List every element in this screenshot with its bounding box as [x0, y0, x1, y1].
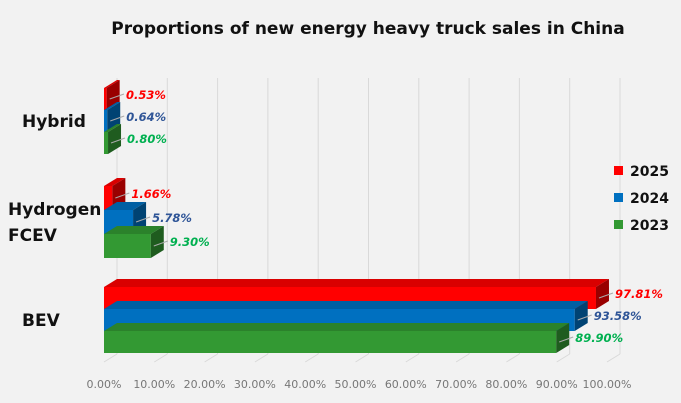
data-label: 93.58% [594, 309, 642, 323]
legend-label: 2023 [630, 218, 669, 234]
bar-side-face [574, 301, 588, 331]
data-label: 89.90% [575, 331, 623, 345]
legend-label: 2024 [630, 191, 669, 207]
bar-top-face [104, 226, 164, 234]
x-tick-label: 60.00% [385, 378, 427, 391]
bar-top-face [104, 301, 588, 309]
bar-2025 [104, 186, 113, 210]
legend-swatch-2023 [614, 220, 623, 229]
data-label: 9.30% [170, 235, 210, 249]
bar-2025 [104, 88, 107, 110]
bar-side-face [150, 226, 164, 258]
x-tick-label: 50.00% [335, 378, 377, 391]
bar-top-face [104, 102, 121, 110]
bar-2024 [104, 110, 108, 132]
x-tick-label: 70.00% [435, 378, 477, 391]
bar-side-face [108, 124, 122, 154]
x-tick-label: 10.00% [133, 378, 175, 391]
data-label: 1.66% [131, 187, 171, 201]
data-label: 5.78% [152, 211, 192, 225]
gridline-floor [355, 353, 369, 363]
chart-title: Proportions of new energy heavy truck sa… [111, 19, 624, 39]
leader-line [153, 240, 168, 247]
leader-line [559, 336, 574, 343]
category-label: Hydrogen [8, 200, 101, 220]
bar-top-face [104, 80, 120, 88]
bar-2023 [104, 234, 151, 258]
category-label: Hybrid [22, 112, 86, 132]
leader-line [109, 93, 125, 100]
legend-swatch-2024 [614, 193, 623, 202]
x-tick-label: 100.00% [583, 378, 632, 391]
gridline-floor [556, 353, 570, 363]
gridline-floor [103, 353, 118, 363]
leader-line [135, 216, 151, 223]
gridline-floor [254, 353, 269, 363]
bar-top-face [104, 279, 609, 287]
x-tick-label: 20.00% [184, 378, 226, 391]
x-tick-label: 0.00% [87, 378, 122, 391]
x-tick-label: 30.00% [234, 378, 276, 391]
bar-side-face [595, 279, 609, 309]
bar-top-face [104, 178, 126, 186]
leader-line [110, 115, 125, 122]
leader-line [110, 137, 126, 144]
leader-line [598, 292, 614, 299]
leader-line [115, 192, 130, 199]
gridline-floor [204, 353, 218, 363]
legend-label: 2025 [630, 164, 669, 180]
data-label: 0.53% [126, 88, 166, 102]
bar-2023 [104, 132, 109, 154]
x-tick-label: 90.00% [536, 378, 578, 391]
bar-top-face [104, 124, 122, 132]
data-label: 0.80% [127, 132, 167, 146]
gridline-floor [154, 353, 168, 363]
bar-top-face [104, 202, 147, 210]
gridline-floor [606, 353, 621, 363]
data-label: 0.64% [126, 110, 166, 124]
leader-line [577, 314, 592, 321]
bar-top-face [104, 323, 570, 331]
gridline-floor [304, 353, 319, 363]
x-tick-label: 40.00% [284, 378, 326, 391]
bar-2023 [104, 331, 557, 353]
gridline-floor [506, 353, 520, 363]
bar-side-face [556, 323, 570, 353]
gridline-floor [405, 353, 420, 363]
x-tick-label: 80.00% [485, 378, 527, 391]
legend-swatch-2025 [614, 166, 623, 175]
category-label: BEV [22, 311, 61, 331]
data-label: 97.81% [615, 287, 663, 301]
gridline-floor [455, 353, 470, 363]
category-label: FCEV [8, 226, 58, 246]
